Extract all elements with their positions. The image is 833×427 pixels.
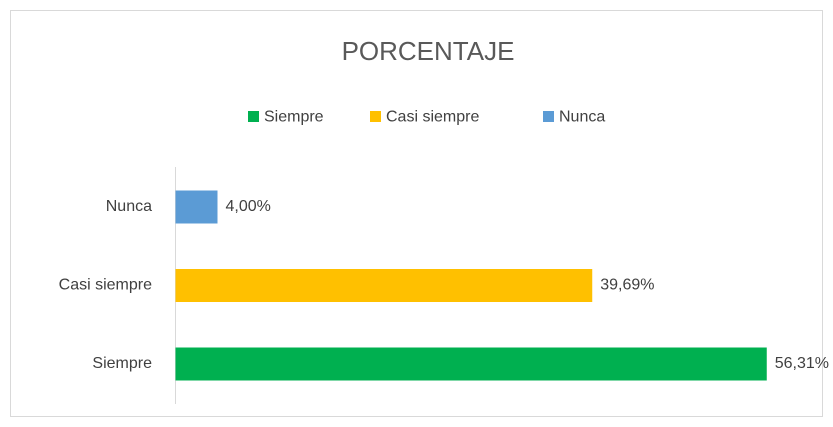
- legend-label: Siempre: [264, 109, 324, 126]
- legend-label: Nunca: [559, 109, 605, 126]
- data-label: 39,69%: [600, 277, 654, 294]
- chart-title: PORCENTAJE: [342, 36, 515, 66]
- data-label: 4,00%: [226, 198, 271, 215]
- legend-swatch: [248, 111, 259, 122]
- legend-swatch: [370, 111, 381, 122]
- y-tick-label: Nunca: [106, 198, 152, 215]
- bar: [175, 190, 218, 224]
- y-tick-label: Casi siempre: [59, 277, 152, 294]
- legend-swatch: [543, 111, 554, 122]
- y-tick-label: Siempre: [92, 355, 152, 372]
- bar: [175, 347, 767, 381]
- legend-label: Casi siempre: [386, 109, 479, 126]
- bar: [175, 269, 593, 302]
- data-label: 56,31%: [775, 355, 829, 372]
